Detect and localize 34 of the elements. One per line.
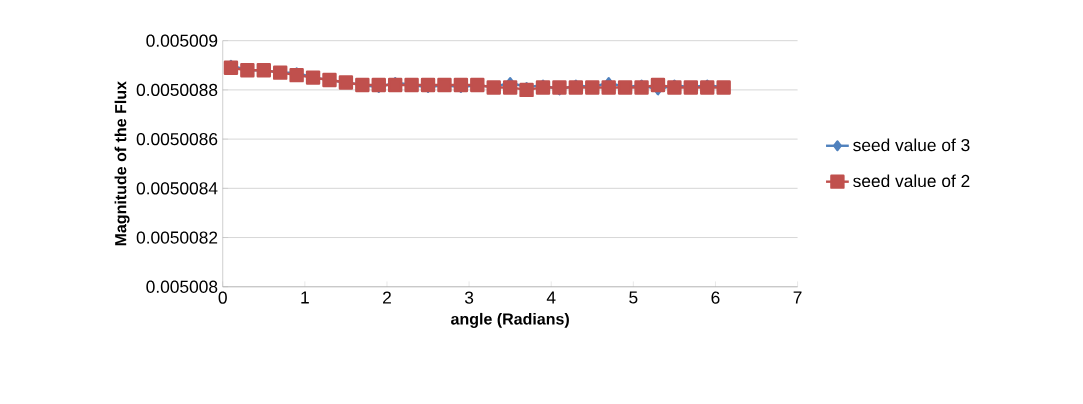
x-tick-label: 0 — [218, 291, 227, 304]
point — [519, 82, 534, 98]
x-tick-label: 2 — [383, 291, 391, 304]
point — [601, 80, 616, 95]
x-tick-label: 4 — [546, 291, 556, 304]
y-tick-label: 0.0050082 — [136, 231, 218, 244]
point — [650, 77, 666, 93]
x-tick-label: 1 — [301, 291, 309, 304]
point — [634, 80, 649, 95]
y-tick-label: 0.0050088 — [136, 83, 218, 96]
point — [371, 77, 386, 93]
point — [667, 80, 682, 95]
point — [453, 77, 469, 93]
point — [387, 77, 403, 93]
x-tick-label: 5 — [629, 291, 638, 304]
point — [502, 80, 518, 95]
x-tick-label: 6 — [711, 291, 720, 304]
legend-label: seed value of 2 — [853, 174, 970, 188]
legend-label: seed value of 3 — [853, 138, 970, 152]
y-tick-label: 0.005009 — [146, 34, 218, 47]
point — [223, 60, 239, 75]
point — [535, 80, 551, 95]
point — [420, 77, 436, 93]
y-axis-title: Magnitude of the Flux — [114, 81, 130, 246]
point — [568, 80, 584, 95]
x-tick-label: 7 — [793, 291, 802, 304]
point — [552, 80, 567, 95]
x-tick-label: 3 — [464, 291, 474, 304]
y-tick-label: 0.0050084 — [136, 182, 218, 195]
point — [289, 67, 304, 83]
y-tick-label: 0.005008 — [146, 280, 218, 293]
x-axis-title: angle (Radians) — [451, 312, 569, 328]
point — [700, 80, 715, 95]
y-tick-label: 0.0050086 — [136, 132, 218, 146]
